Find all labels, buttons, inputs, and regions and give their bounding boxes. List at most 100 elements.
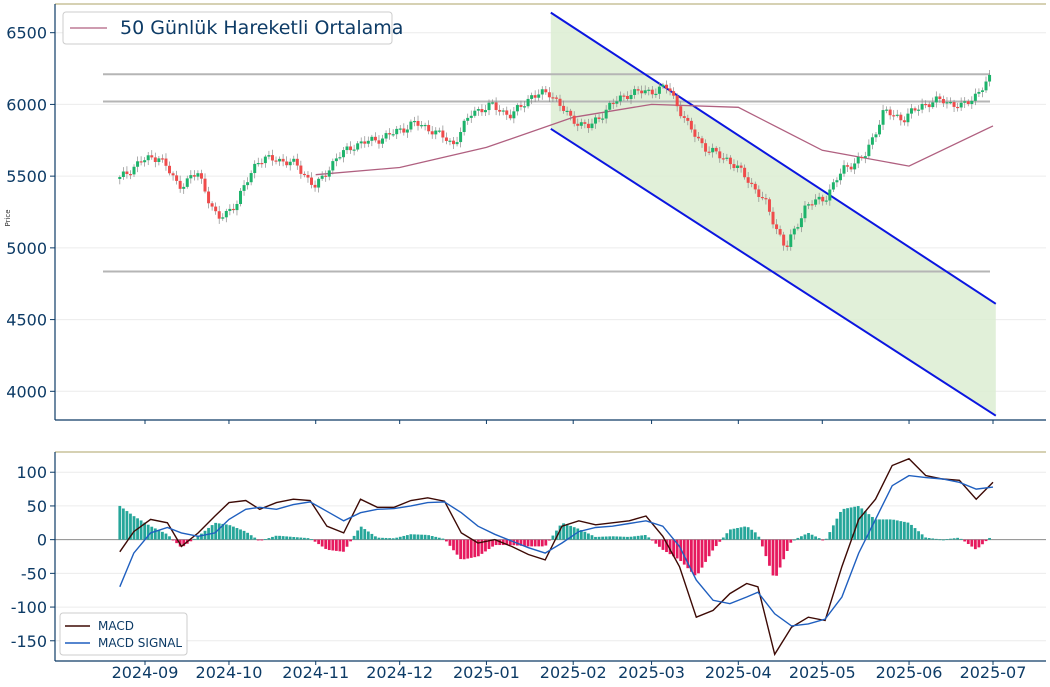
candle-body — [576, 123, 580, 126]
candle-body — [778, 229, 782, 235]
candle-body — [128, 174, 132, 176]
price-legend-box — [62, 11, 393, 45]
candle-body — [746, 177, 750, 183]
candle-body — [331, 161, 335, 171]
candle-body — [228, 208, 232, 211]
macd-histogram-bar — [807, 533, 810, 540]
x-tick-label: 2024-10 — [196, 663, 263, 682]
macd-histogram-bar — [171, 539, 175, 541]
candle-body — [750, 182, 754, 185]
candle-body — [235, 203, 239, 211]
candle-body — [938, 96, 942, 100]
candle-body — [569, 110, 573, 116]
macd-histogram-bar — [714, 539, 718, 547]
candle-body — [302, 173, 306, 176]
candle-body — [146, 155, 150, 161]
candle-body — [349, 146, 353, 151]
macd-histogram-bar — [846, 508, 849, 540]
macd-plot-area — [55, 452, 1046, 661]
macd-histogram-bar — [881, 519, 885, 540]
macd-histogram-bar — [906, 522, 910, 540]
macd-signal-line — [119, 474, 994, 627]
macd-histogram-bar — [821, 539, 825, 541]
macd-histogram-bar — [739, 527, 743, 540]
candle-body — [310, 177, 314, 185]
candle-body — [906, 113, 910, 123]
macd-y-tick-label: 0 — [37, 531, 47, 550]
macd-histogram-bar — [303, 537, 306, 540]
candle-body — [182, 186, 186, 189]
macd-histogram-bar — [878, 519, 881, 540]
macd-histogram-bar — [817, 538, 821, 540]
macd-histogram-bar — [153, 528, 157, 540]
candle-body — [469, 115, 473, 118]
macd-histogram-bar — [757, 536, 761, 540]
price-panel: 4000 4500 5000 5500 6000 6500 Price 50 Günlük H… — [4, 3, 1046, 424]
candle-body — [558, 98, 562, 106]
candle-body — [175, 175, 179, 181]
candle-body — [792, 228, 796, 235]
candle-body — [370, 136, 374, 141]
candle-body — [874, 134, 878, 138]
candle-body — [320, 175, 324, 179]
macd-histogram-bar — [743, 526, 747, 540]
macd-histogram-bar — [899, 521, 903, 540]
macd-histogram-bar — [863, 511, 867, 540]
macd-histogram-bar — [895, 520, 899, 540]
macd-histogram-bar — [803, 534, 807, 540]
macd-histogram-bar — [927, 538, 931, 540]
candle-body — [604, 109, 608, 119]
macd-histogram-bar — [917, 531, 920, 540]
candle-body — [341, 150, 345, 158]
candle-body — [810, 204, 814, 206]
macd-histogram-bar — [182, 539, 186, 547]
candle-body — [427, 124, 431, 132]
candle-body — [242, 185, 246, 191]
candle-body — [743, 167, 747, 178]
macd-histogram-bar — [292, 536, 296, 540]
candle-body — [629, 94, 633, 100]
macd-histogram-bar — [306, 538, 310, 540]
macd-histogram-bar — [285, 536, 289, 540]
macd-histogram-bar — [604, 536, 608, 540]
macd-histogram-bar — [430, 536, 434, 540]
candle-body — [682, 116, 686, 118]
macd-histogram-bar — [413, 534, 416, 540]
macd-histogram-bar — [434, 536, 438, 540]
macd-histogram-bar — [938, 539, 942, 541]
candle-body — [973, 93, 977, 101]
macd-histogram-bar — [168, 536, 171, 540]
macd-histogram-bar — [384, 537, 388, 540]
candle-body — [920, 103, 924, 110]
candle-body — [239, 190, 243, 204]
macd-histogram-bar — [555, 530, 558, 540]
candle-body — [494, 102, 498, 110]
candle-body — [278, 158, 282, 162]
price-y-tick-label: 6000 — [6, 95, 47, 114]
candle-body — [512, 111, 516, 119]
macd-histogram-bar — [558, 525, 562, 540]
macd-histogram-bar — [274, 535, 278, 540]
candle-body — [476, 109, 480, 111]
macd-histogram-bar — [476, 539, 480, 557]
macd-histogram-bar — [139, 520, 143, 540]
candle-body — [540, 89, 544, 95]
macd-histogram-bar — [622, 536, 626, 540]
macd-histogram-bar — [835, 518, 839, 540]
candle-body — [523, 106, 527, 108]
macd-histogram-bar — [608, 536, 612, 540]
candle-body — [714, 147, 718, 152]
macd-histogram-bar — [338, 539, 342, 552]
macd-histogram-bar — [196, 536, 200, 540]
macd-histogram-bar — [551, 535, 555, 540]
macd-histogram-bar — [320, 539, 324, 547]
candle-body — [941, 99, 945, 104]
macd-histogram-bar — [487, 539, 491, 550]
macd-histogram-bar — [689, 539, 693, 572]
candle-body — [299, 165, 303, 174]
candle-body — [881, 110, 885, 125]
candle-body — [704, 143, 708, 152]
candle-body — [814, 199, 818, 205]
macd-histogram-bar — [342, 539, 345, 552]
